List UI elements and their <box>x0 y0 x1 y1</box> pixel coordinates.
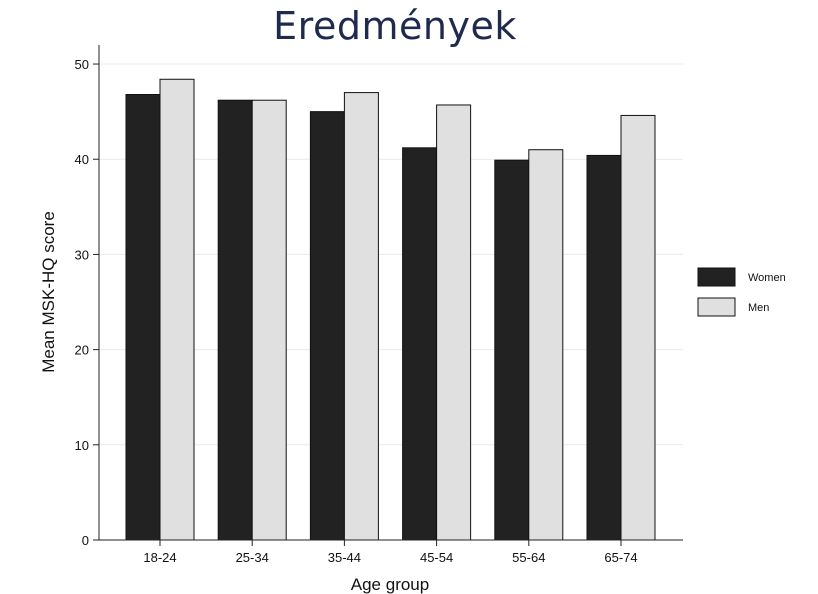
y-tick-label: 20 <box>75 343 89 358</box>
y-tick-label: 50 <box>75 57 89 72</box>
x-tick-label: 45-54 <box>420 550 453 565</box>
bar-men-25-34 <box>251 99 287 541</box>
x-tick-label: 35-44 <box>328 550 361 565</box>
bar-men-65-74 <box>620 114 656 541</box>
y-axis-title: Mean MSK-HQ score <box>39 211 58 373</box>
bar-men-18-24 <box>159 78 195 541</box>
y-ticks: 0 10 20 30 40 50 <box>75 57 99 548</box>
bar-men-45-54 <box>436 104 472 541</box>
y-tick-label: 40 <box>75 152 89 167</box>
legend-label-women: Women <box>748 272 786 284</box>
bar-women-25-34 <box>217 99 253 541</box>
bar-women-18-24 <box>125 94 161 541</box>
x-tick-label: 18-24 <box>143 550 176 565</box>
y-tick-label: 0 <box>82 533 89 548</box>
axes <box>98 45 683 541</box>
x-tick-label: 65-74 <box>604 550 637 565</box>
y-tick-label: 10 <box>75 438 89 453</box>
x-tick-label: 25-34 <box>236 550 269 565</box>
bar-women-55-64 <box>494 159 530 541</box>
x-tick-label: 55-64 <box>512 550 545 565</box>
legend-swatch-women <box>697 267 736 287</box>
bar-men-55-64 <box>528 149 564 541</box>
bar-women-45-54 <box>402 147 438 541</box>
x-ticks: 18-24 25-34 35-44 45-54 55-64 65-74 <box>143 540 638 565</box>
y-tick-label: 30 <box>75 247 89 262</box>
gridlines <box>99 63 683 446</box>
slide-title: Eredmények <box>273 4 517 48</box>
legend-label-men: Men <box>748 302 769 314</box>
legend-swatch-men <box>697 297 736 317</box>
bar-men-35-44 <box>343 92 379 541</box>
legend: Women Men <box>697 267 786 317</box>
bar-women-35-44 <box>309 111 345 541</box>
bars <box>125 78 656 541</box>
bar-women-65-74 <box>586 154 622 541</box>
x-axis-title: Age group <box>351 575 429 594</box>
